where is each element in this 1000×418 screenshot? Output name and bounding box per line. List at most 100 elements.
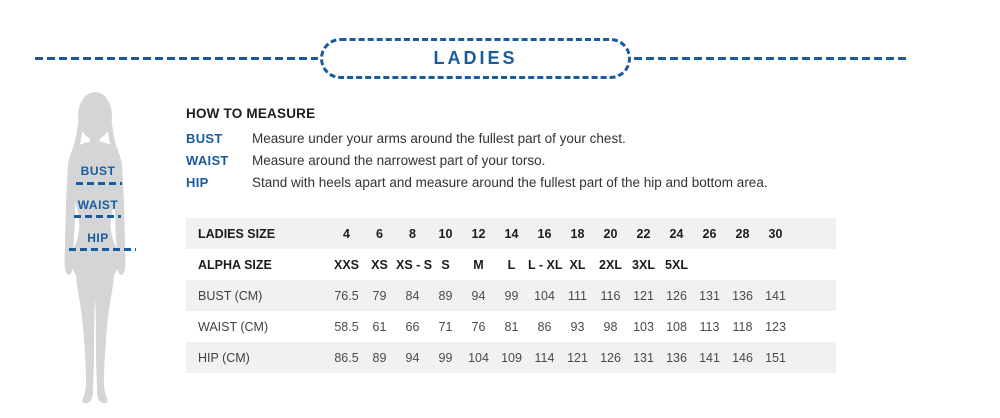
measure-term: BUST xyxy=(186,131,223,146)
table-cell: 114 xyxy=(534,350,555,365)
table-row-waist: WAIST (CM) 58.5 61 66 71 76 81 86 93 98 103 108 113… xyxy=(186,311,836,342)
figure-hip-label: HIP xyxy=(87,231,109,245)
table-row-alpha-size: ALPHA SIZE XXS XS XS - S S M L L - XL XL 2XL 3XL 5… xyxy=(186,249,836,280)
table-cell xyxy=(759,258,792,272)
table-cell: 104 xyxy=(534,288,555,303)
table-cell: 61 xyxy=(372,319,387,334)
dashed-divider-right xyxy=(634,57,906,60)
table-cell: 126 xyxy=(600,350,621,365)
table-cell: 151 xyxy=(765,350,786,365)
table-cell: 20 xyxy=(603,226,618,241)
table-cell: 30 xyxy=(768,226,783,241)
table-cell: 86 xyxy=(537,319,552,334)
table-cell: 8 xyxy=(409,226,416,241)
table-cell: 76 xyxy=(471,319,486,334)
table-cell: 76.5 xyxy=(334,288,359,303)
table-cell: 10 xyxy=(438,226,453,241)
table-cell: 18 xyxy=(570,226,585,241)
how-to-measure-section: HOW TO MEASURE BUST Measure under your a… xyxy=(186,106,906,194)
table-row-label: LADIES SIZE xyxy=(198,226,276,241)
table-cell: 71 xyxy=(438,319,453,334)
table-cell: 98 xyxy=(603,319,618,334)
figure-bust-line xyxy=(76,182,122,185)
table-cell: 121 xyxy=(633,288,654,303)
ladies-badge: LADIES xyxy=(320,38,631,79)
table-cell: XS - S xyxy=(396,257,433,272)
figure-waist-label: WAIST xyxy=(77,198,119,212)
table-cell: 94 xyxy=(405,350,420,365)
table-cell: 93 xyxy=(570,319,585,334)
figure-waist-line xyxy=(74,215,121,218)
dashed-divider-left xyxy=(35,57,318,60)
figure-hip-line xyxy=(69,248,136,251)
table-cell: 14 xyxy=(504,226,519,241)
measure-description: Measure under your arms around the fulle… xyxy=(252,131,626,146)
table-cell: 141 xyxy=(699,350,720,365)
measure-term: HIP xyxy=(186,175,209,190)
table-cell: 79 xyxy=(372,288,387,303)
table-row-cells: 58.5 61 66 71 76 81 86 93 98 103 108 113 118 123 xyxy=(330,320,792,334)
measure-item-hip: HIP Stand with heels apart and measure a… xyxy=(186,172,906,194)
table-cell: 16 xyxy=(537,226,552,241)
table-row-label: HIP (CM) xyxy=(198,350,250,365)
table-cell: L xyxy=(507,257,516,272)
table-cell: 94 xyxy=(471,288,486,303)
table-cell: 108 xyxy=(666,319,687,334)
table-cell: 103 xyxy=(633,319,654,334)
table-cell: 89 xyxy=(372,350,387,365)
table-row-hip: HIP (CM) 86.5 89 94 99 104 109 114 121 126 131 136… xyxy=(186,342,836,373)
female-silhouette-graphic xyxy=(64,91,126,404)
table-cell: 136 xyxy=(732,288,753,303)
table-row-ladies-size: LADIES SIZE 4 6 8 10 12 14 16 18 20 22 24 26 28 30 xyxy=(186,218,836,249)
table-cell: 126 xyxy=(666,288,687,303)
table-cell: 131 xyxy=(699,288,720,303)
table-cell: 86.5 xyxy=(334,350,359,365)
measure-term: WAIST xyxy=(186,153,229,168)
measure-description: Measure around the narrowest part of you… xyxy=(252,153,546,168)
table-cell: 123 xyxy=(765,319,786,334)
table-cell: 99 xyxy=(438,350,453,365)
page-title: LADIES xyxy=(433,48,518,68)
measure-item-waist: WAIST Measure around the narrowest part … xyxy=(186,150,906,172)
table-cell: 22 xyxy=(636,226,651,241)
table-cell: 2XL xyxy=(599,257,622,272)
table-cell: 5XL xyxy=(665,257,688,272)
table-cell: 26 xyxy=(702,226,717,241)
measure-item-bust: BUST Measure under your arms around the … xyxy=(186,128,906,150)
table-cell: 81 xyxy=(504,319,519,334)
table-cell: 131 xyxy=(633,350,654,365)
table-cell: 121 xyxy=(567,350,588,365)
table-cell xyxy=(726,258,759,272)
table-cell: 58.5 xyxy=(334,319,359,334)
table-cell xyxy=(693,258,726,272)
table-cell: 141 xyxy=(765,288,786,303)
table-cell: 136 xyxy=(666,350,687,365)
female-silhouette: BUST WAIST HIP xyxy=(48,90,148,406)
table-cell: 12 xyxy=(471,226,486,241)
table-row-cells: XXS XS XS - S S M L L - XL XL 2XL 3XL 5XL xyxy=(330,258,792,272)
size-table: LADIES SIZE 4 6 8 10 12 14 16 18 20 22 24 26 28 30 AL… xyxy=(186,218,836,373)
table-cell: 146 xyxy=(732,350,753,365)
table-row-cells: 76.5 79 84 89 94 99 104 111 116 121 126 131 136 141 xyxy=(330,289,792,303)
table-row-label: WAIST (CM) xyxy=(198,319,269,334)
table-cell: S xyxy=(441,257,450,272)
table-cell: L - XL xyxy=(528,257,563,272)
table-row-cells: 86.5 89 94 99 104 109 114 121 126 131 136 141 146 151 xyxy=(330,351,792,365)
table-cell: 109 xyxy=(501,350,522,365)
table-cell: 99 xyxy=(504,288,519,303)
table-cell: 111 xyxy=(567,288,587,303)
measure-description: Stand with heels apart and measure aroun… xyxy=(252,175,768,190)
table-cell: M xyxy=(473,257,484,272)
table-row-bust: BUST (CM) 76.5 79 84 89 94 99 104 111 116 121 126 1… xyxy=(186,280,836,311)
table-cell: 4 xyxy=(343,226,350,241)
table-row-label: ALPHA SIZE xyxy=(198,257,272,272)
figure-bust-label: BUST xyxy=(80,164,116,178)
table-cell: 28 xyxy=(735,226,750,241)
table-cell: XL xyxy=(569,257,586,272)
table-cell: 116 xyxy=(600,288,621,303)
table-cell: 6 xyxy=(376,226,383,241)
table-row-label: BUST (CM) xyxy=(198,288,263,303)
table-cell: XS xyxy=(371,257,388,272)
table-cell: 113 xyxy=(699,319,720,334)
